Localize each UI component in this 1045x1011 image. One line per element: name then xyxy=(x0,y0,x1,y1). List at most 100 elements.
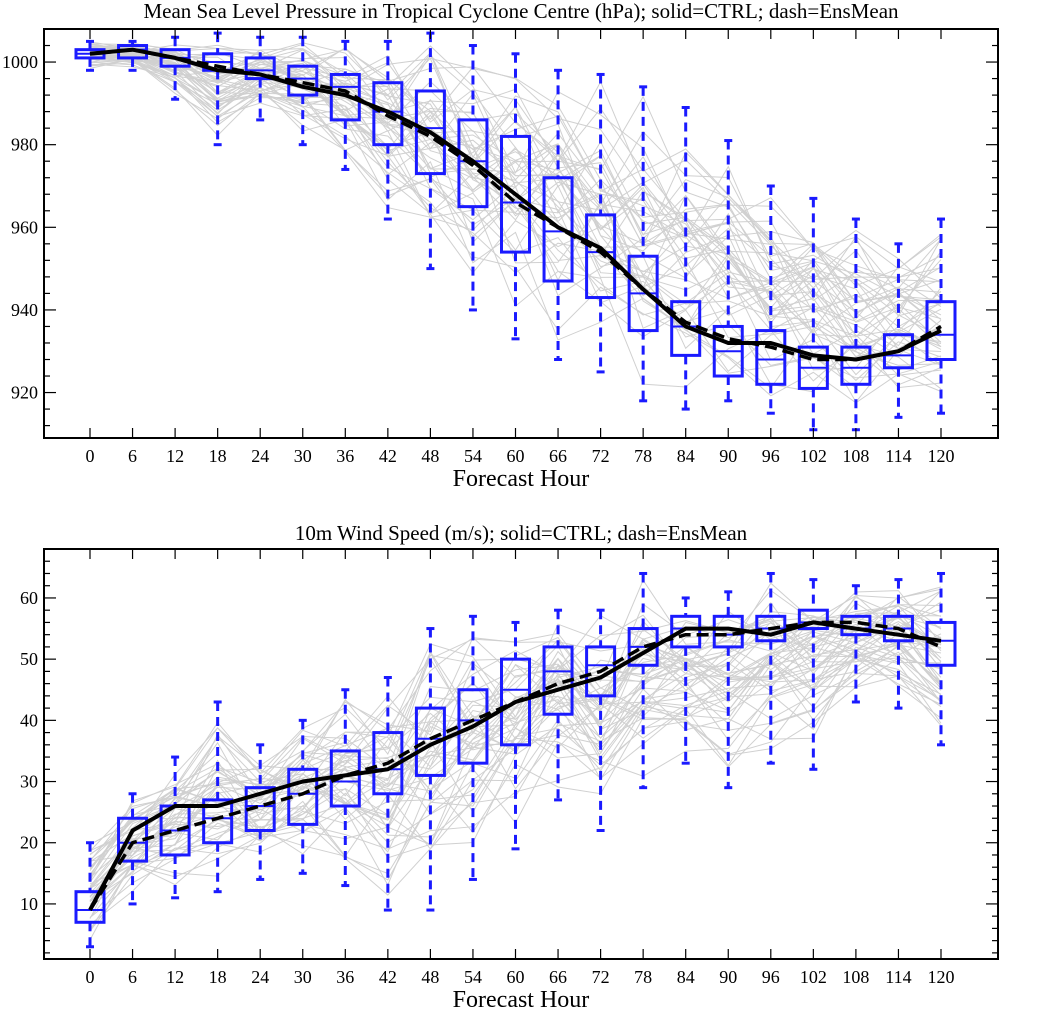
wind-box xyxy=(670,614,702,649)
pressure-box xyxy=(372,81,404,147)
pressure-box xyxy=(500,134,531,254)
pressure-x-tick-label: 6 xyxy=(128,446,137,466)
pressure-x-tick-label: 72 xyxy=(592,446,610,466)
pressure-box xyxy=(585,213,617,300)
wind-y-tick-label: 50 xyxy=(20,649,38,669)
pressure-member-line xyxy=(89,55,942,371)
pressure-box xyxy=(882,333,914,370)
pressure-y-tick-label: 920 xyxy=(11,383,38,403)
pressure-x-tick-label: 60 xyxy=(507,446,525,466)
pressure-x-tick-label: 78 xyxy=(634,446,652,466)
wind-x-tick-label: 18 xyxy=(209,967,227,987)
wind-x-tick-label: 0 xyxy=(86,967,95,987)
pressure-ctrl-line xyxy=(89,47,942,362)
wind-x-tick-label: 48 xyxy=(421,967,439,987)
pressure-x-tick-label: 48 xyxy=(421,446,439,466)
pressure-x-tick-label: 96 xyxy=(762,446,780,466)
pressure-member-line xyxy=(89,61,942,386)
pressure-x-axis: 0 6 12 18 24 30 36 42 48 54 60 66 72 78 84 90 96 102 108 11… xyxy=(86,29,955,466)
wind-x-tick-label: 114 xyxy=(885,967,911,987)
pressure-y-tick-label: 1000 xyxy=(2,52,38,72)
wind-y-tick-label: 60 xyxy=(20,588,38,608)
wind-x-tick-label: 36 xyxy=(336,967,354,987)
pressure-x-tick-label: 54 xyxy=(464,446,482,466)
wind-x-tick-label: 12 xyxy=(166,967,184,987)
pressure-x-tick-label: 102 xyxy=(800,446,827,466)
pressure-x-tick-label: 114 xyxy=(885,446,911,466)
pressure-chart-title: Mean Sea Level Pressure in Tropical Cycl… xyxy=(143,0,899,23)
wind-box xyxy=(457,688,489,765)
wind-x-tick-label: 96 xyxy=(762,967,780,987)
pressure-box xyxy=(755,329,787,386)
pressure-member-line xyxy=(89,58,942,350)
pressure-box xyxy=(542,176,574,283)
pressure-x-tick-label: 18 xyxy=(209,446,227,466)
wind-x-tick-label: 108 xyxy=(842,967,869,987)
pressure-x-tick-label: 42 xyxy=(379,446,397,466)
pressure-y-tick-label: 980 xyxy=(11,135,38,155)
pressure-box xyxy=(925,300,957,362)
pressure-plot-frame xyxy=(43,28,999,439)
pressure-box xyxy=(457,118,489,209)
pressure-x-tick-label: 66 xyxy=(549,446,567,466)
wind-chart-title: 10m Wind Speed (m/s); solid=CTRL; dash=E… xyxy=(295,521,748,545)
pressure-member-line xyxy=(89,42,942,287)
wind-x-tick-label: 72 xyxy=(592,967,610,987)
wind-y-tick-label: 20 xyxy=(20,833,38,853)
wind-member-line xyxy=(89,595,942,871)
pressure-x-tick-label: 30 xyxy=(294,446,312,466)
pressure-x-tick-label: 120 xyxy=(928,446,955,466)
wind-x-tick-label: 60 xyxy=(507,967,525,987)
wind-member-line xyxy=(89,605,942,887)
wind-box xyxy=(797,608,829,631)
pressure-box xyxy=(414,89,446,176)
pressure-x-tick-label: 108 xyxy=(842,446,869,466)
wind-y-tick-label: 10 xyxy=(20,894,38,914)
pressure-x-tick-label: 84 xyxy=(677,446,695,466)
wind-x-tick-label: 42 xyxy=(379,967,397,987)
wind-x-tick-label: 30 xyxy=(294,967,312,987)
wind-x-tick-label: 84 xyxy=(677,967,695,987)
wind-summary-lines xyxy=(88,620,942,911)
wind-plot-frame xyxy=(43,548,999,960)
wind-x-tick-label: 102 xyxy=(800,967,827,987)
pressure-x-tick-label: 24 xyxy=(251,446,269,466)
pressure-x-tick-label: 12 xyxy=(166,446,184,466)
pressure-y-tick-label: 960 xyxy=(11,217,38,237)
wind-box xyxy=(414,706,446,777)
wind-y-axis: 10 20 30 40 50 60 xyxy=(20,548,998,954)
wind-x-tick-label: 6 xyxy=(128,967,137,987)
wind-x-tick-label: 66 xyxy=(549,967,567,987)
pressure-summary-lines xyxy=(89,47,942,362)
wind-x-tick-label: 54 xyxy=(464,967,482,987)
wind-x-tick-label: 78 xyxy=(634,967,652,987)
wind-x-axis: 0 6 12 18 24 30 36 42 48 54 60 66 72 78 84 90 96 102 108 11… xyxy=(86,549,955,987)
wind-box xyxy=(500,657,531,747)
wind-member-line xyxy=(89,615,942,856)
pressure-panel: Mean Sea Level Pressure in Tropical Cycl… xyxy=(2,0,999,492)
pressure-member-line xyxy=(89,51,942,357)
wind-y-tick-label: 30 xyxy=(20,772,38,792)
pressure-member-line xyxy=(89,55,942,338)
wind-box xyxy=(74,890,106,924)
wind-member-line xyxy=(89,586,942,875)
wind-x-tick-label: 24 xyxy=(251,967,269,987)
pressure-x-tick-label: 90 xyxy=(719,446,737,466)
pressure-y-tick-label: 940 xyxy=(11,300,38,320)
wind-ensmean-line xyxy=(88,620,942,911)
wind-x-axis-label: Forecast Hour xyxy=(453,987,590,1011)
pressure-x-tick-label: 36 xyxy=(336,446,354,466)
wind-box xyxy=(925,620,957,667)
pressure-member-line xyxy=(89,54,942,371)
pressure-box xyxy=(244,56,276,81)
wind-boxes xyxy=(74,571,957,949)
pressure-x-axis-label: Forecast Hour xyxy=(453,466,590,492)
wind-panel: 10m Wind Speed (m/s); solid=CTRL; dash=E… xyxy=(20,521,999,1011)
pressure-box xyxy=(840,345,872,386)
wind-member-line xyxy=(89,579,942,855)
wind-x-tick-label: 90 xyxy=(719,967,737,987)
pressure-y-axis: 920 940 960 980 1000 xyxy=(2,28,998,427)
wind-member-line xyxy=(89,612,942,883)
pressure-x-tick-label: 0 xyxy=(86,446,95,466)
